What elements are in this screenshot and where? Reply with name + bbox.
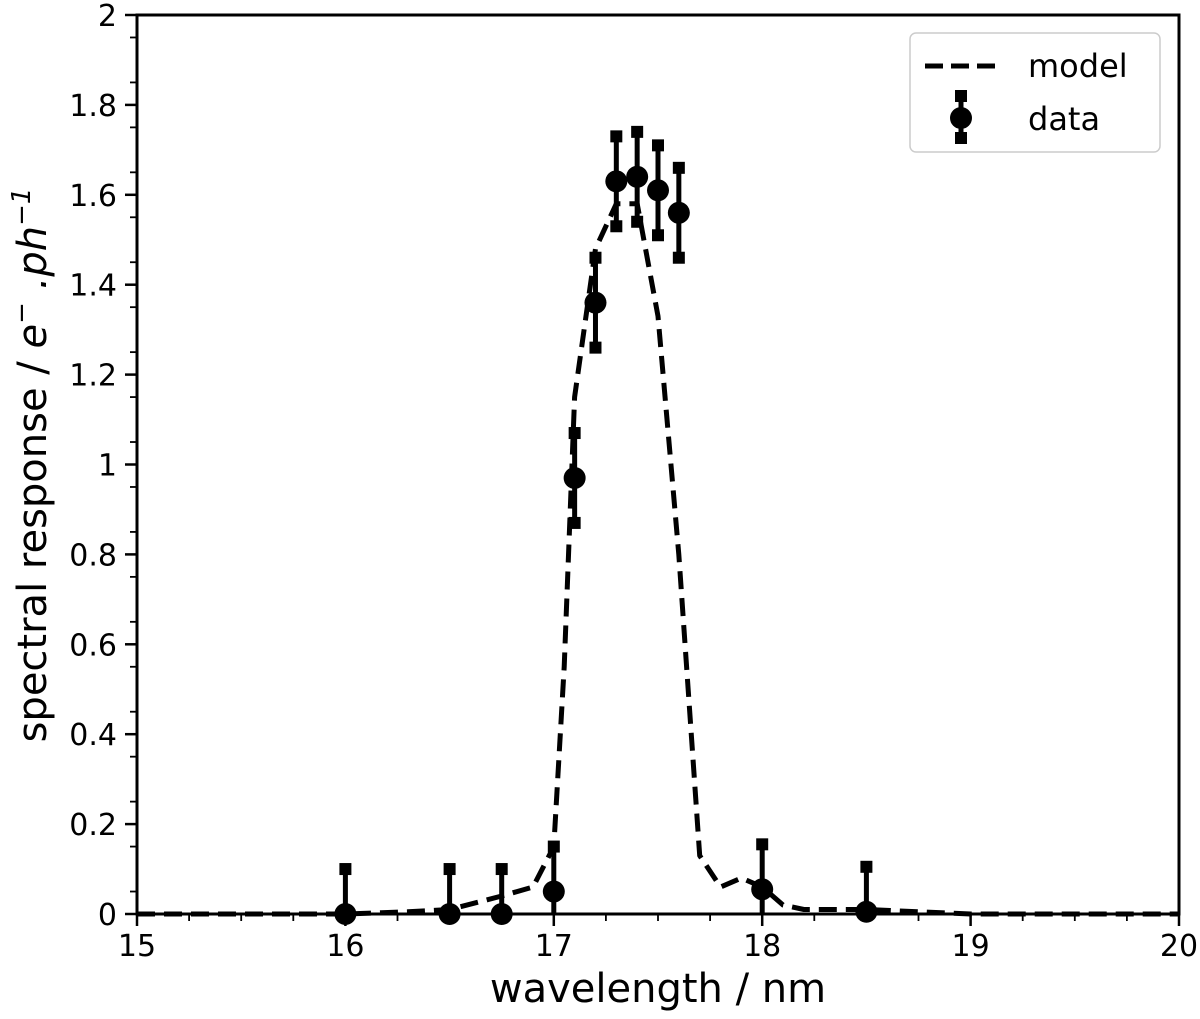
- error-cap-top: [860, 860, 873, 873]
- data-point: [334, 863, 357, 925]
- x-tick-label: 18: [743, 929, 781, 964]
- data-marker: [647, 179, 669, 202]
- error-cap-top: [547, 840, 560, 853]
- error-cap-bottom: [631, 215, 644, 228]
- error-cap-bottom: [652, 229, 664, 242]
- x-axis: 15 16 17 18 19 20: [118, 914, 1198, 964]
- data-marker: [626, 165, 649, 188]
- legend-data-label: data: [1028, 100, 1100, 138]
- x-axis-title: wavelength / nm: [490, 966, 826, 1012]
- error-cap-top: [443, 863, 456, 876]
- data-point: [626, 125, 649, 228]
- x-tick-label: 16: [326, 929, 364, 964]
- data-marker: [605, 170, 628, 193]
- error-cap-bottom: [672, 251, 685, 264]
- error-cap-top: [672, 161, 685, 174]
- error-cap-top: [756, 838, 769, 851]
- error-cap-top: [652, 139, 664, 152]
- y-axis: 0 0.2 0.4 0.6 0.8 1 1.2 1.4 1.6 1.8 2: [69, 0, 137, 933]
- data-marker: [667, 201, 690, 224]
- data-point: [438, 863, 461, 925]
- y-tick-label: 1.6: [69, 179, 117, 214]
- data-point: [667, 161, 690, 264]
- data-point: [605, 130, 628, 233]
- error-cap-top: [495, 863, 508, 876]
- data-point: [855, 860, 878, 923]
- legend-model-label: model: [1028, 47, 1128, 85]
- y-tick-label: 1.8: [69, 89, 117, 124]
- data-marker: [542, 880, 565, 903]
- error-cap-bottom: [568, 516, 581, 529]
- error-cap-top: [339, 863, 352, 876]
- data-point: [751, 838, 774, 914]
- y-tick-label: 0.4: [69, 718, 117, 753]
- data-marker: [751, 878, 774, 901]
- x-tick-label: 15: [118, 929, 156, 964]
- x-tick-label: 19: [952, 929, 990, 964]
- data-marker: [855, 900, 878, 923]
- error-cap-bottom: [589, 341, 602, 354]
- data-point: [584, 251, 607, 354]
- x-tick-label: 20: [1160, 929, 1198, 964]
- x-tick-label: 17: [535, 929, 573, 964]
- error-cap-top: [589, 251, 602, 264]
- error-cap-top: [610, 130, 623, 143]
- data-point: [647, 139, 669, 242]
- y-tick-label: 0.6: [69, 628, 117, 663]
- error-cap-top: [631, 125, 644, 138]
- y-tick-label: 2: [98, 0, 117, 34]
- error-cap-top: [568, 427, 581, 440]
- legend-data-marker: [950, 107, 972, 129]
- y-tick-label: 0.2: [69, 808, 117, 843]
- error-cap-bottom: [610, 220, 623, 233]
- y-tick-label: 0: [98, 898, 117, 933]
- y-tick-label: 1.4: [69, 269, 117, 304]
- y-tick-label: 1: [98, 449, 117, 484]
- data-point: [542, 840, 565, 914]
- y-axis-title: spectral response / e− .ph−1: [7, 188, 56, 743]
- plot-area: [137, 125, 1179, 925]
- data-point: [563, 427, 586, 529]
- y-tick-label: 0.8: [69, 538, 117, 573]
- legend-data-cap-top: [955, 90, 967, 102]
- legend: model data: [909, 32, 1161, 153]
- legend-data-cap-bottom: [955, 132, 967, 144]
- data-marker: [563, 466, 586, 489]
- y-tick-label: 1.2: [69, 359, 117, 394]
- model-line: [137, 201, 1179, 917]
- data-marker: [584, 291, 607, 314]
- legend-box: [909, 32, 1161, 153]
